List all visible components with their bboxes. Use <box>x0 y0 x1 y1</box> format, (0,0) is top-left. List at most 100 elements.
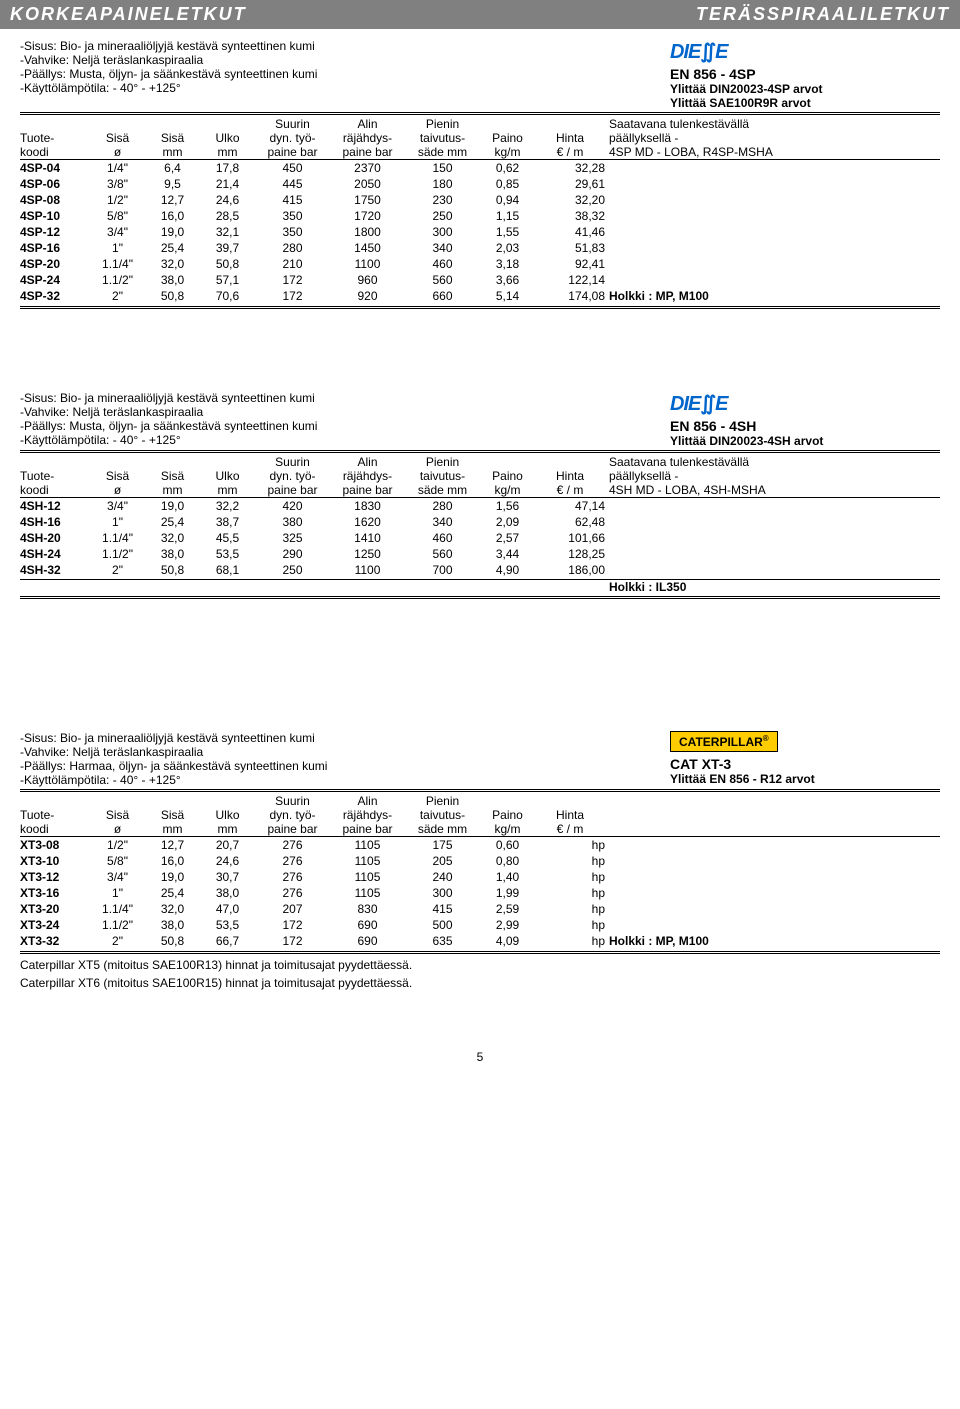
cell-paino: 5,14 <box>480 289 535 303</box>
cell-extra <box>605 547 940 561</box>
cell-taiv: 300 <box>405 886 480 900</box>
cell-ulko: 47,0 <box>200 902 255 916</box>
cell-size: 3/8" <box>90 177 145 191</box>
desc-vahvike: -Vahvike: Neljä teräslankaspiraalia <box>20 53 660 67</box>
hdr-dyntyo: dyn. työ- <box>255 131 330 145</box>
yl1: Ylittää DIN20023-4SH arvot <box>670 434 940 448</box>
hdr-mm1: mm <box>145 822 200 836</box>
hdr-tuote: Tuote- <box>20 469 90 483</box>
std-title: EN 856 - 4SH <box>670 418 940 434</box>
hdr-painebar2: paine bar <box>330 145 405 159</box>
hdr-kgm: kg/m <box>480 145 535 159</box>
cell-extra <box>605 177 940 191</box>
desc-lampo: -Käyttölämpötila: - 40° - +125° <box>20 81 660 95</box>
table-row: 4SH-161"25,438,738016203402,0962,48 <box>20 514 940 530</box>
cell-taiv: 460 <box>405 257 480 271</box>
hdr-painebar2: paine bar <box>330 822 405 836</box>
cell-sisa: 19,0 <box>145 499 200 513</box>
cell-sisa: 25,4 <box>145 515 200 529</box>
cell-dyn: 445 <box>255 177 330 191</box>
cell-extra <box>605 563 940 577</box>
cell-taiv: 340 <box>405 515 480 529</box>
cell-size: 2" <box>90 934 145 948</box>
cell-extra <box>605 870 940 884</box>
caterpillar-logo: CATERPILLAR® <box>670 731 778 752</box>
hdr-tuote: Tuote- <box>20 808 90 822</box>
hdr-taivutus: taivutus- <box>405 469 480 483</box>
cell-size: 1.1/4" <box>90 257 145 271</box>
cell-paino: 1,40 <box>480 870 535 884</box>
hdr-suurin: Suurin <box>255 117 330 131</box>
hdr-mm2: mm <box>200 145 255 159</box>
cell-size: 2" <box>90 563 145 577</box>
paallyksella: päällyksellä - <box>605 131 940 145</box>
cell-raj: 1830 <box>330 499 405 513</box>
cell-taiv: 560 <box>405 547 480 561</box>
cell-taiv: 150 <box>405 161 480 175</box>
hdr-sisa2: Sisä <box>145 131 200 145</box>
rule-end <box>20 951 940 954</box>
cell-sisa: 50,8 <box>145 563 200 577</box>
hdr-hinta: Hinta <box>535 808 605 822</box>
cell-hinta: 32,28 <box>535 161 605 175</box>
cell-code: 4SP-24 <box>20 273 90 287</box>
cell-sisa: 25,4 <box>145 886 200 900</box>
cell-code: XT3-08 <box>20 838 90 852</box>
cell-size: 1.1/2" <box>90 918 145 932</box>
cell-sisa: 16,0 <box>145 854 200 868</box>
cell-code: 4SP-04 <box>20 161 90 175</box>
hdr-rajahdys: räjähdys- <box>330 469 405 483</box>
cell-extra <box>605 273 940 287</box>
cell-ulko: 32,1 <box>200 225 255 239</box>
desc-lampo: -Käyttölämpötila: - 40° - +125° <box>20 773 660 787</box>
cell-hinta: hp <box>535 934 605 948</box>
table-row: XT3-322"50,866,71726906354,09hpHolkki : … <box>20 933 940 949</box>
cell-paino: 0,60 <box>480 838 535 852</box>
saatavana: Saatavana tulenkestävällä <box>605 117 940 131</box>
hdr-dyntyo: dyn. työ- <box>255 469 330 483</box>
rule <box>20 450 940 453</box>
cell-paino: 0,62 <box>480 161 535 175</box>
cell-paino: 4,09 <box>480 934 535 948</box>
cell-dyn: 350 <box>255 209 330 223</box>
cell-ulko: 21,4 <box>200 177 255 191</box>
cell-code: XT3-10 <box>20 854 90 868</box>
cell-extra <box>605 241 940 255</box>
cell-sisa: 38,0 <box>145 273 200 287</box>
cell-size: 1.1/4" <box>90 902 145 916</box>
cell-code: 4SP-12 <box>20 225 90 239</box>
hdr-pienin: Pienin <box>405 794 480 808</box>
cell-ulko: 66,7 <box>200 934 255 948</box>
cell-ulko: 38,0 <box>200 886 255 900</box>
cell-sisa: 38,0 <box>145 547 200 561</box>
hdr-pienin: Pienin <box>405 455 480 469</box>
cell-extra <box>605 838 940 852</box>
cell-raj: 920 <box>330 289 405 303</box>
cell-extra <box>605 209 940 223</box>
cell-code: XT3-20 <box>20 902 90 916</box>
cell-paino: 0,80 <box>480 854 535 868</box>
cell-paino: 4,90 <box>480 563 535 577</box>
cell-size: 3/4" <box>90 499 145 513</box>
table-row: 4SP-123/4"19,032,135018003001,5541,46 <box>20 224 940 240</box>
cell-raj: 1105 <box>330 870 405 884</box>
table-row: 4SP-161"25,439,728014503402,0351,83 <box>20 240 940 256</box>
table-row: XT3-123/4"19,030,727611052401,40hp <box>20 869 940 885</box>
cell-dyn: 276 <box>255 886 330 900</box>
hdr-hinta: Hinta <box>535 469 605 483</box>
desc-paallys: -Päällys: Musta, öljyn- ja säänkestävä s… <box>20 419 660 433</box>
cell-ulko: 50,8 <box>200 257 255 271</box>
cell-paino: 2,03 <box>480 241 535 255</box>
cell-dyn: 280 <box>255 241 330 255</box>
table-row: XT3-105/8"16,024,627611052050,80hp <box>20 853 940 869</box>
hdr-koodi: koodi <box>20 483 90 497</box>
cell-dyn: 250 <box>255 563 330 577</box>
yl2: Ylittää SAE100R9R arvot <box>670 96 940 110</box>
cell-size: 2" <box>90 289 145 303</box>
cell-taiv: 180 <box>405 177 480 191</box>
cell-code: 4SH-12 <box>20 499 90 513</box>
hdr-mm1: mm <box>145 145 200 159</box>
cell-taiv: 280 <box>405 499 480 513</box>
hdr-sisa2: Sisä <box>145 808 200 822</box>
cell-code: 4SP-08 <box>20 193 90 207</box>
